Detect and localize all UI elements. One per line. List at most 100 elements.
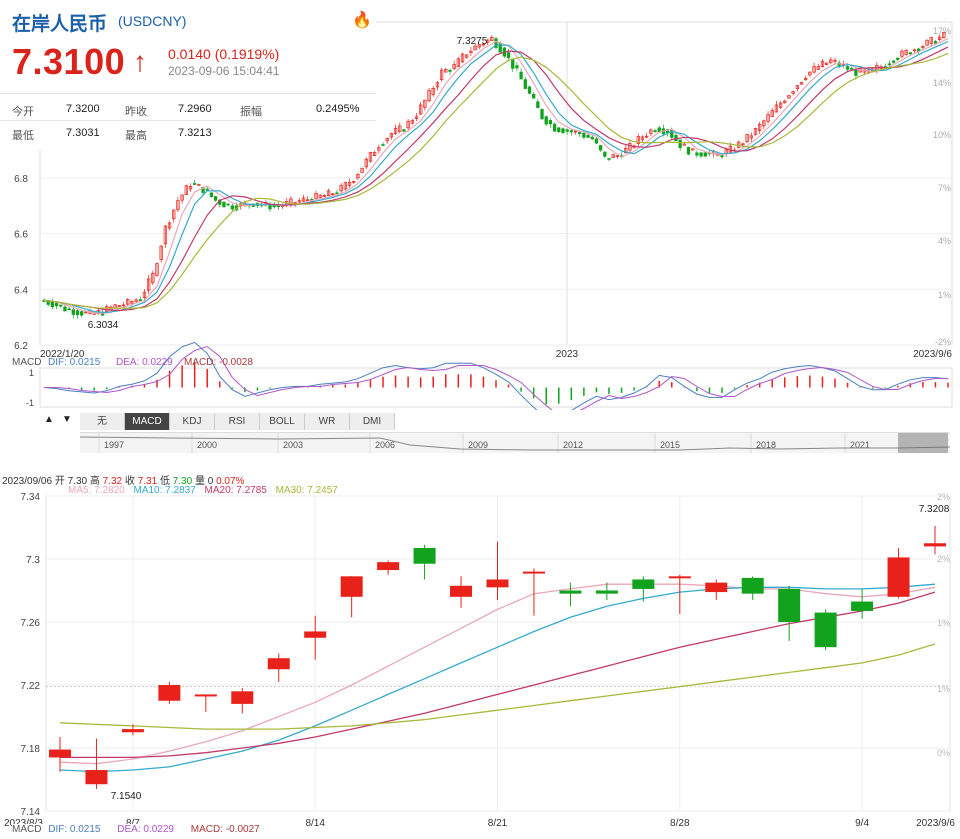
header-vol-label: 量 (194, 476, 205, 487)
candle-body (795, 85, 799, 90)
macd-label: MACD (12, 357, 42, 368)
stat-value-open: 7.3200 (66, 103, 100, 115)
candle-body (75, 310, 80, 316)
candle-body (209, 192, 214, 197)
daily-candlestick-plot[interactable]: 7.34 7.3 7.26 7.22 7.18 7.14 2% 2% 1% 1% 0% 2023/8/… (0, 466, 960, 839)
tab-dmi[interactable]: DMI (350, 413, 395, 430)
timeline-year-label: 2009 (468, 440, 488, 450)
candle-body (670, 130, 674, 138)
candle-body (774, 104, 779, 113)
pct-tick-label: 1% (937, 618, 950, 628)
candle-body (653, 130, 657, 132)
candle-body (678, 139, 682, 148)
x-tick-label: 9/4 (855, 818, 869, 829)
tab-kdj[interactable]: KDJ (170, 413, 215, 430)
candle-body (582, 133, 586, 138)
candle-body (326, 190, 331, 196)
candle-body (850, 68, 854, 70)
candle-body (686, 146, 691, 155)
long-term-chart[interactable]: 6.8 6.6 6.4 6.2 17% 14% 10% 7% 4% 1% -2% 7.3275 6.30… (0, 0, 960, 455)
ma30-line (43, 52, 949, 310)
ma20-line (43, 46, 949, 312)
macd-tick: -1 (26, 398, 34, 408)
y-tick-label: 7.22 (21, 681, 41, 692)
candle-body (142, 291, 147, 299)
tab-boll[interactable]: BOLL (260, 413, 305, 430)
candle-body (318, 194, 322, 198)
high-annotation: 7.3208 (919, 504, 950, 515)
candle-body (937, 36, 942, 40)
candle-body (50, 301, 55, 308)
candle-body (607, 158, 611, 160)
candle-body (67, 308, 71, 311)
candle-body (506, 52, 511, 59)
scroll-down-button[interactable]: ▼ (62, 414, 72, 425)
candle-body (515, 65, 519, 69)
candle-body (360, 167, 364, 173)
timeline-navigator[interactable]: 1997 2000 2003 2006 2009 2012 2015 2018 2021 (79, 432, 951, 453)
candle-body (851, 601, 874, 611)
candle-body (134, 299, 138, 302)
instrument-title: 在岸人民币 (12, 14, 108, 35)
daily-chart[interactable]: 2023/09/06 开 7.30 高 7.32 收 7.31 低 7.30 量… (0, 466, 960, 839)
candle-body (569, 130, 573, 133)
quote-panel: 在岸人民币 (USDCNY) 🔥 7.3100 ↑ 0.0140 (0.1919… (0, 0, 376, 150)
candle-body (452, 64, 456, 69)
candle-body (540, 108, 544, 120)
candle-body (448, 69, 452, 72)
pct-tick-label: 7% (938, 183, 951, 193)
macd-legend-bottom: MACD DIF: 0.0215 DEA: 0.0229 MACD: -0.00… (12, 824, 260, 835)
candle-body (912, 49, 917, 52)
stat-label-open: 今开 (12, 106, 34, 118)
candle-body (377, 562, 400, 571)
header-date: 2023/09/06 (2, 476, 53, 487)
y-tick-label: 7.14 (21, 807, 41, 818)
scroll-up-button[interactable]: ▲ (44, 414, 54, 425)
ma30-line (59, 643, 936, 730)
candle-body (372, 152, 377, 157)
fire-icon[interactable]: 🔥 (352, 12, 372, 29)
candle-body (158, 685, 181, 701)
low-annotation: 6.3034 (88, 320, 119, 331)
stat-value-low: 7.3031 (66, 127, 100, 139)
timeline-year-label: 2003 (283, 440, 303, 450)
header-vol: 0 (207, 476, 214, 487)
candle-body (444, 68, 448, 73)
candle-body (389, 133, 394, 138)
header-pct: 0.07% (216, 476, 245, 487)
header-high: 7.32 (102, 476, 123, 487)
macd-value: MACD: -0.0028 (184, 357, 253, 368)
candle-body (649, 129, 653, 134)
tab-wr[interactable]: WR (305, 413, 350, 430)
pct-tick-label: 1% (938, 290, 951, 300)
candle-body (356, 174, 360, 179)
long-term-candlestick-plot[interactable]: 6.8 6.6 6.4 6.2 17% 14% 10% 7% 4% 1% -2% 7.3275 6.30… (0, 0, 960, 410)
timeline-year-label: 2000 (197, 440, 217, 450)
macd-dif-line (43, 341, 949, 410)
candle-body (770, 110, 774, 118)
candle-body (590, 136, 594, 140)
candle-body (598, 145, 603, 151)
tab-rsi[interactable]: RSI (215, 413, 260, 430)
last-price: 7.3100 (12, 41, 126, 82)
header-close: 7.31 (137, 476, 158, 487)
tab-none[interactable]: 无 (80, 413, 125, 430)
candle-body (557, 127, 561, 133)
candle-body (105, 306, 109, 312)
candle-body (887, 63, 892, 66)
candle-body (322, 194, 327, 197)
candle-body (398, 125, 402, 132)
candle-body (297, 200, 301, 203)
candle-body (615, 155, 620, 158)
instrument-code: (USDCNY) (118, 13, 187, 29)
candle-body (456, 58, 460, 67)
candle-body (193, 183, 197, 185)
candle-body (146, 278, 151, 291)
y-tick-label: 6.6 (14, 230, 28, 241)
candle-body (304, 631, 327, 638)
candle-body (573, 130, 578, 133)
candle-body (829, 59, 833, 64)
pct-tick-label: 4% (938, 236, 951, 246)
candle-body (314, 192, 318, 199)
tab-macd[interactable]: MACD (125, 413, 170, 430)
